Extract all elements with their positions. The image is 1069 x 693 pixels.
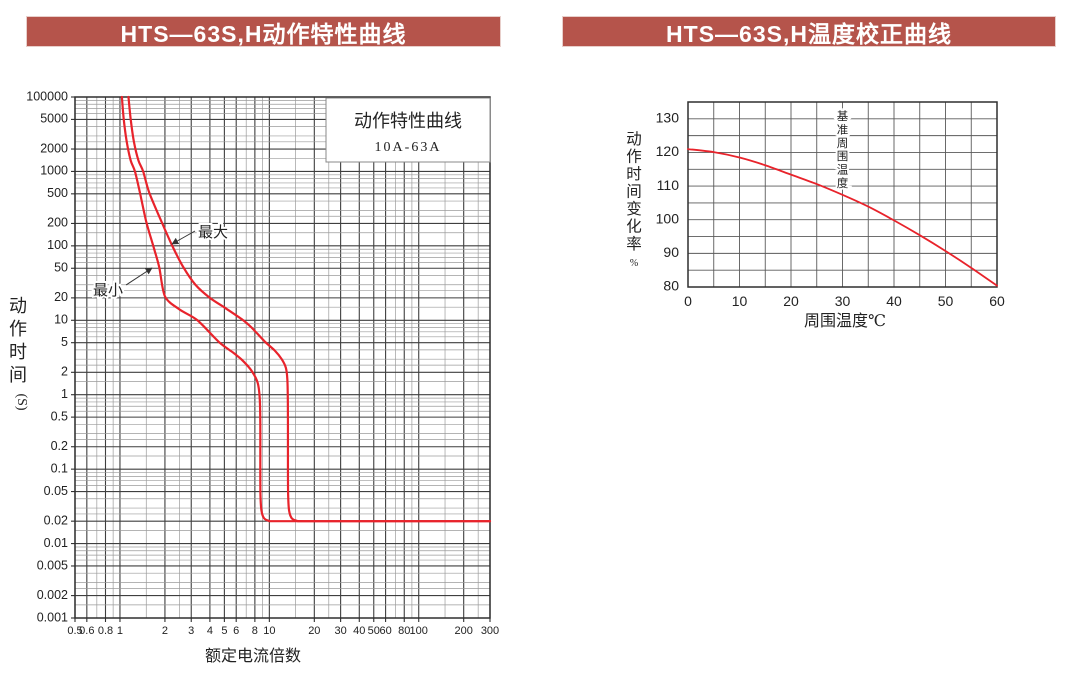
y-tick-label: 120 [656,143,680,159]
y-axis-title-char: 间 [9,365,27,385]
x-tick-label: 0.6 [79,625,94,637]
y-tick-label: 0.005 [37,558,68,572]
y-tick-label: 0.01 [44,536,68,550]
x-tick-label: 50 [368,625,380,637]
y-axis-title-unit: (S) [14,393,29,410]
x-tick-label: 30 [334,625,346,637]
x-tick-label: 60 [379,625,391,637]
x-tick-label: 40 [353,625,365,637]
action-characteristic-chart: 1000005000200010005002001005020105210.50… [9,89,499,665]
x-tick-label: 0 [684,293,692,309]
y-tick-label: 10 [54,313,68,327]
x-tick-label: 6 [233,625,239,637]
x-tick-label: 8 [252,625,258,637]
x-tick-label: 50 [938,293,954,309]
x-tick-label: 20 [308,625,320,637]
x-tick-label: 300 [481,625,499,637]
x-tick-label: 10 [732,293,748,309]
left-chart-title-banner: HTS—63S,H动作特性曲线 [27,17,500,47]
y-tick-label: 50 [54,261,68,275]
inner-title: 动作特性曲线 [354,111,462,131]
y-tick-label: 0.02 [44,513,68,527]
ref-temp-label-char: 基 [837,110,849,123]
left-chart-grid [74,97,491,619]
y-axis-title-unit: % [630,258,638,269]
x-tick-label: 2 [162,625,168,637]
x-tick-label: 200 [455,625,473,637]
ref-temp-label-char: 温 [837,163,849,177]
y-axis-title-char: 作 [9,319,27,339]
right-chart-title-banner: HTS—63S,H温度校正曲线 [563,17,1055,47]
x-tick-label: 40 [886,293,902,309]
x-tick-label: 1 [117,625,123,637]
annotation-arrow [125,267,153,286]
y-tick-label: 130 [656,110,680,126]
ref-temp-label-char: 周 [837,137,849,150]
y-tick-label: 100 [656,210,680,226]
y-tick-label: 100000 [26,89,68,103]
x-tick-label: 5 [221,625,227,637]
y-tick-label: 100 [47,238,68,252]
y-axis-title-char: 时 [9,342,27,362]
y-tick-label: 80 [663,278,679,294]
y-tick-label: 500 [47,186,68,200]
y-tick-label: 1000 [40,164,68,178]
x-tick-label: 4 [207,625,213,637]
curve-label: 最小 [93,282,123,299]
left-banner-text: HTS—63S,H动作特性曲线 [120,20,407,47]
ref-temp-label-char: 准 [837,123,849,136]
y-axis-title-char: 时 [626,165,642,183]
inner-subtitle: 10A-63A [375,140,442,155]
x-tick-label: 80 [398,625,410,637]
ref-temp-label-char: 围 [837,150,849,163]
y-tick-label: 200 [47,216,68,230]
x-tick-label: 0.8 [98,625,113,637]
y-tick-label: 2 [61,365,68,379]
y-tick-label: 110 [657,177,680,193]
x-axis-title: 周围温度℃ [804,312,886,330]
temperature-curve [687,148,998,287]
left-plot-border [74,96,491,619]
x-tick-label: 3 [188,625,194,637]
y-tick-label: 5000 [40,112,68,126]
y-axis-title-char: 变 [626,200,642,218]
right-banner-text: HTS—63S,H温度校正曲线 [666,20,952,47]
y-axis-title-char: 作 [626,148,642,166]
x-tick-label: 60 [989,293,1005,309]
max-curve [127,95,492,523]
inner-title-box [325,97,491,163]
y-tick-label: 0.05 [44,484,68,498]
y-tick-label: 1 [61,387,68,401]
x-tick-label: 0.5 [67,625,82,637]
y-tick-label: 0.1 [51,461,68,475]
y-tick-label: 20 [54,290,68,304]
ref-temp-label-char: 度 [837,176,849,190]
x-tick-label: 100 [410,625,428,637]
y-tick-label: 5 [61,335,68,349]
y-tick-label: 0.002 [37,588,68,602]
y-axis-title-char: 间 [626,183,642,201]
curve-label: 最大 [198,224,228,241]
right-plot-border [687,101,998,288]
y-axis-title-char: 动 [626,130,642,148]
y-tick-label: 0.5 [51,409,68,423]
annotation-arrow [171,230,196,245]
y-axis-title-char: 化 [626,218,642,236]
x-tick-label: 10 [263,625,275,637]
y-tick-label: 0.001 [37,610,68,624]
y-tick-label: 90 [663,244,679,260]
x-tick-label: 20 [783,293,799,309]
x-tick-label: 30 [835,293,851,309]
min-curve [120,95,492,523]
y-axis-title-char: 率 [626,235,642,253]
y-axis-title-char: 动 [9,296,27,316]
x-axis-title: 额定电流倍数 [205,647,301,665]
y-tick-label: 0.2 [51,439,68,453]
y-tick-label: 2000 [40,141,68,155]
